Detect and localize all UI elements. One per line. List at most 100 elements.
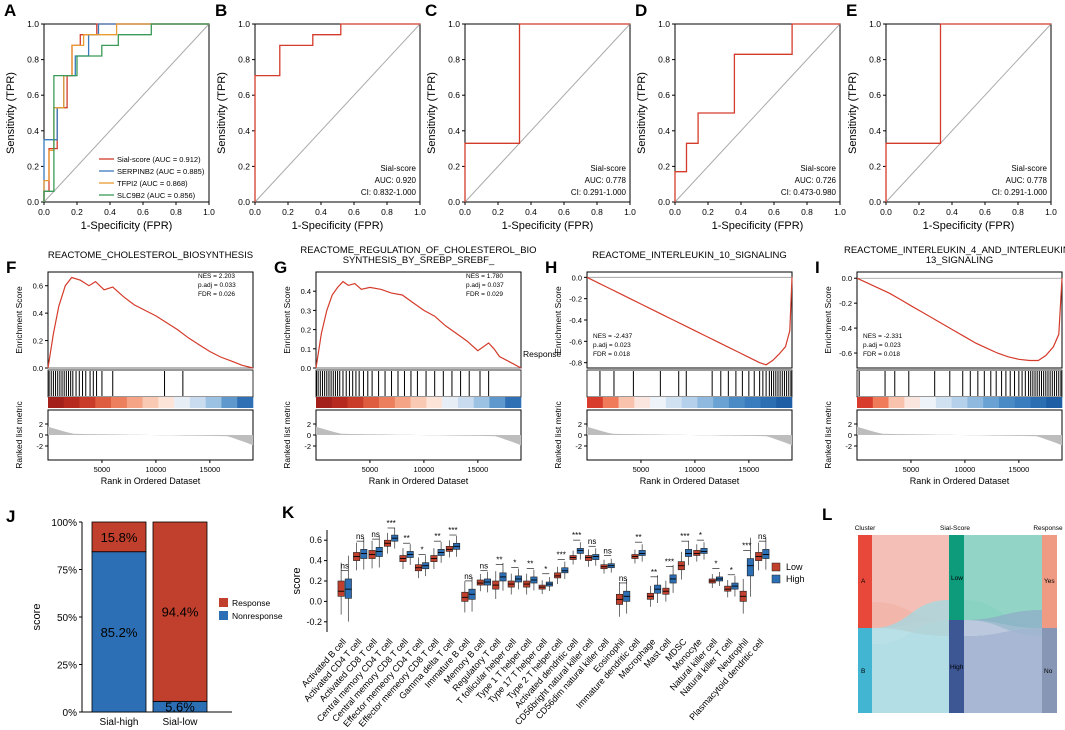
roc-curve (43, 23, 209, 202)
gsea-stat: p.adj = 0.037 (466, 282, 504, 289)
y-tick-label: 0.8 (27, 55, 39, 65)
x-tick-label: 0.4 (735, 207, 747, 217)
data-label: 5.6% (165, 700, 195, 715)
y-tick-label: 25% (57, 661, 77, 672)
x-tick-label: 0.2 (492, 207, 504, 217)
legend-swatch (219, 598, 228, 607)
gsea-stat: NES = -2.437 (593, 333, 633, 340)
column-header: Sial-Score (940, 525, 970, 532)
significance-label: ns (619, 574, 627, 583)
box (344, 578, 352, 599)
bar-response (152, 521, 208, 702)
y-axis-label: Sensitivity (TPR) (216, 72, 228, 154)
y-tick-label: 0 (39, 431, 43, 440)
x-tick-label: 0.4 (104, 207, 116, 217)
box (360, 549, 368, 559)
x-tick-label: 0.6 (979, 207, 991, 217)
gsea-panel-h: H REACTOME_INTERLEUKIN_10_SIGNALING 0.0 -0.… (545, 250, 793, 486)
heat-segment (331, 397, 348, 408)
diagonal-line (43, 23, 210, 203)
diagonal-line (464, 23, 631, 203)
x-tick-label: 0.0 (669, 207, 681, 217)
heat-segment (126, 397, 143, 408)
y-tick-label: 0.4 (301, 287, 311, 296)
heat-segment (904, 397, 921, 408)
x-tick-label: 0.8 (1012, 207, 1024, 217)
heat-segment (650, 397, 667, 408)
gsea-title: REACTOME_INTERLEUKIN_10_SIGNALING (592, 250, 787, 261)
gsea-stat: p.adj = 0.023 (593, 342, 631, 349)
box (561, 567, 569, 574)
y-axis-label: Enrichment Score (823, 286, 833, 354)
gsea-stat: FDR = 0.018 (593, 351, 630, 358)
gsea-panels: F REACTOME_CHOLESTEROL_BIOSYNTHESIS 0.0 0.2… (6, 245, 1065, 486)
heat-segment (998, 397, 1015, 408)
x-axis-label: 1-Specificity (FPR) (292, 220, 384, 232)
x-tick-label: Sial-high (100, 717, 139, 728)
box (685, 549, 693, 557)
significance-label: ** (403, 534, 409, 543)
x-tick-label: 10000 (954, 465, 975, 474)
box (445, 546, 453, 552)
box (700, 548, 708, 554)
heat-segment (457, 397, 474, 408)
heat-segment (363, 397, 380, 408)
y-tick-label: 0 (307, 431, 311, 440)
box (375, 547, 383, 557)
y-tick-label: -0.2 (839, 299, 852, 308)
y-tick-label: 0.1 (301, 345, 311, 354)
box (638, 550, 646, 556)
significance-label: ** (651, 568, 657, 577)
x-tick-label: 1.0 (1045, 207, 1057, 217)
y-tick-label: 0 (848, 431, 852, 440)
y-tick-label: 0.2 (33, 337, 43, 346)
roc-label: Sial-score (1011, 164, 1047, 173)
heat-segment (602, 397, 619, 408)
x-axis-label: Rank in Ordered Dataset (369, 476, 469, 486)
roc-curve (885, 23, 1051, 202)
y-tick-label: 0.0 (33, 364, 43, 373)
y-tick-label: -0.4 (839, 324, 852, 333)
heat-segment (111, 397, 128, 408)
plot-frame (674, 23, 841, 203)
gsea-stat: NES = -2.331 (863, 333, 903, 340)
y-tick-label: 0.0 (238, 197, 250, 207)
legend-entry: SLC9B2 (AUC = 0.856) (117, 191, 196, 200)
x-tick-label: 5000 (362, 465, 379, 474)
y-tick-label: 0% (63, 708, 78, 719)
x-tick-label: 0.2 (913, 207, 925, 217)
y-tick-label: 0.2 (869, 161, 881, 171)
y-tick-label: 75% (57, 566, 77, 577)
x-tick-label: 0.6 (137, 207, 149, 217)
y-tick-label: 0.8 (448, 55, 460, 65)
gsea-stat: FDR = 0.029 (466, 291, 503, 298)
x-tick-label: 5000 (94, 465, 111, 474)
node-score-high (949, 620, 964, 713)
heat-segment (158, 397, 175, 408)
y-tick-label: 1.0 (238, 19, 250, 29)
y-tick-label: 0.3 (301, 306, 311, 315)
legend-entry: Sial-score (AUC = 0.912) (117, 155, 201, 164)
y-axis-label: Enrichment Score (282, 286, 292, 354)
hits-frame (586, 369, 793, 398)
heat-segment (634, 397, 651, 408)
y-tick-label: 0.6 (448, 90, 460, 100)
x-tick-label: 0.0 (459, 207, 471, 217)
x-axis-label: 1-Specificity (FPR) (923, 220, 1015, 232)
heat-segment (618, 397, 635, 408)
es-curve (315, 280, 522, 369)
es-frame (856, 271, 1063, 369)
x-tick-label: 0.4 (525, 207, 537, 217)
y-tick-label: 0.0 (842, 274, 852, 283)
y-axis-label: Ranked list metric (553, 400, 563, 468)
panel-letter: H (545, 258, 557, 277)
roc-panel-c: C 0.0 0.2 0.4 0.6 0.8 1.0 0.0 0.2 0.4 0.6 0.8 1.0 1-S… (425, 1, 636, 232)
panel-letter: J (6, 507, 15, 526)
y-tick-label: 0.4 (238, 126, 250, 136)
heat-segment (697, 397, 714, 408)
y-tick-label: 2 (307, 420, 311, 429)
node-label: Yes (1044, 578, 1055, 585)
significance-label: ** (527, 560, 533, 569)
heat-segment (174, 397, 191, 408)
heat-segment (48, 397, 65, 408)
